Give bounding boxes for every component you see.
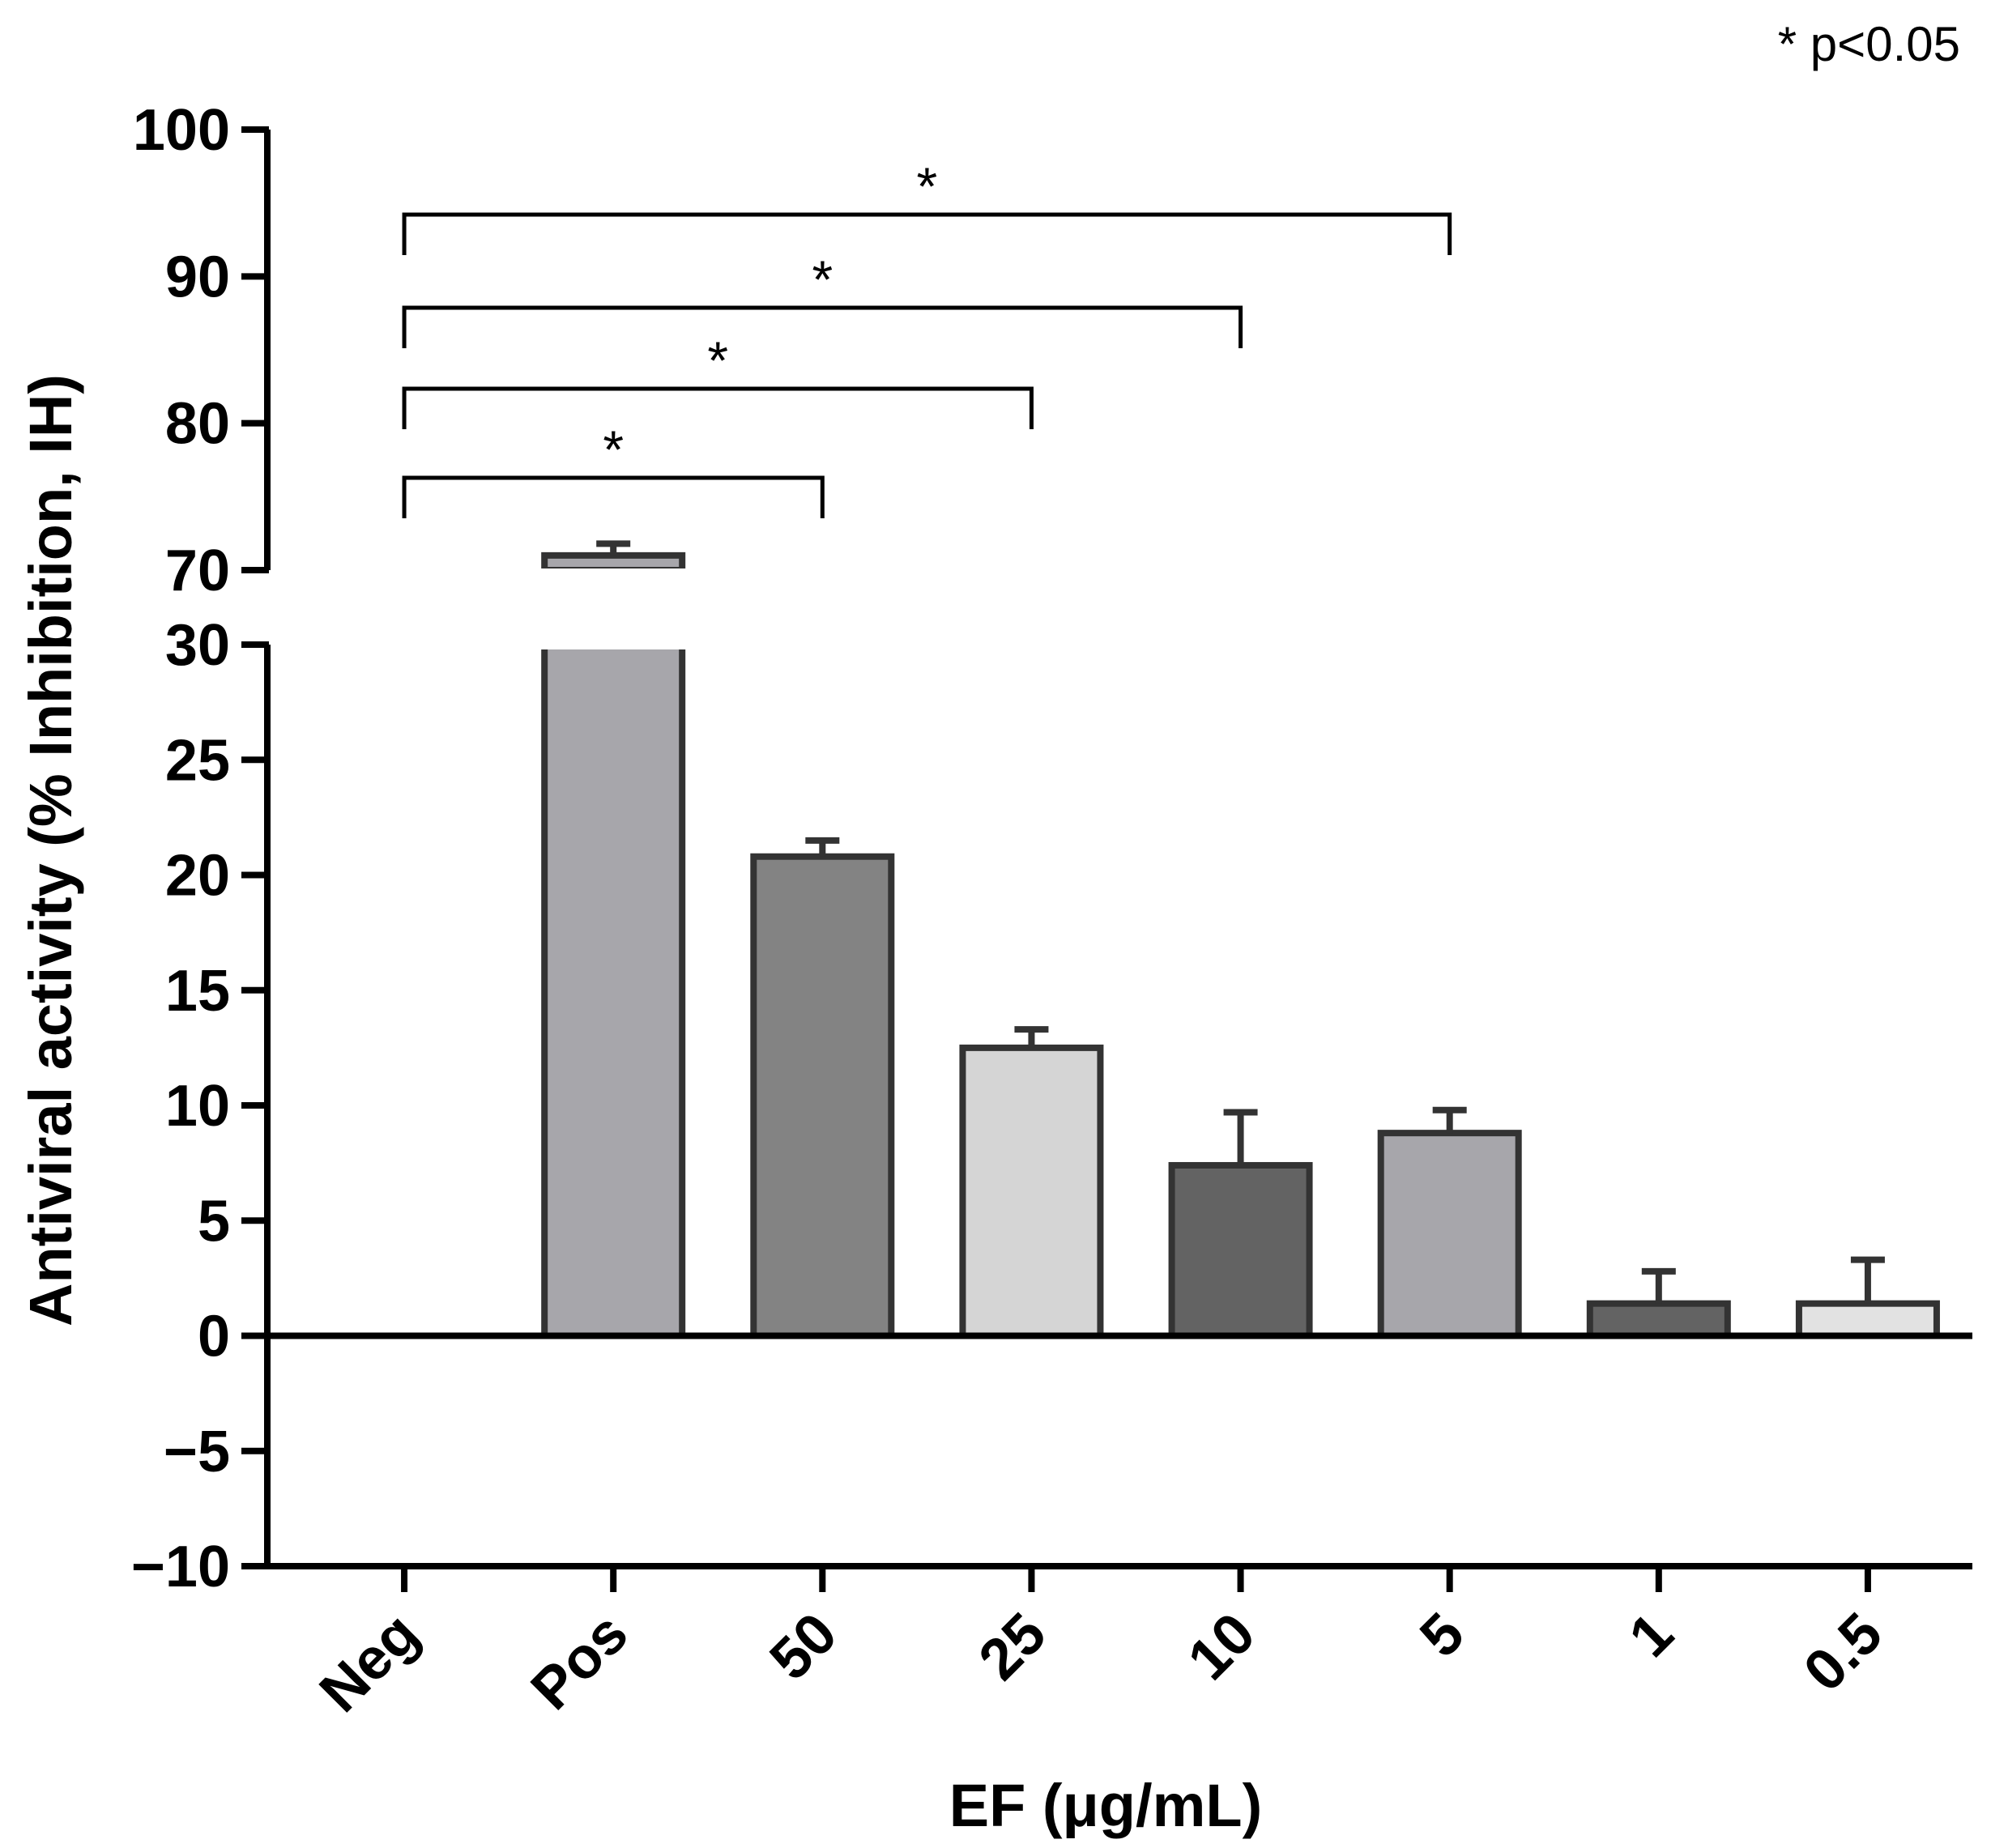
bar-Pos-lower [541,641,686,1339]
bar-50 [750,853,895,1339]
x-tick-label-5: 5 [1408,1601,1477,1670]
x-tick-label-1: 1 [1617,1601,1686,1670]
significance-brackets: * * * * [402,156,1452,518]
error-bars [596,540,1885,1304]
y-tick-label-100: 100 [133,98,230,163]
significance-star: * [603,419,624,479]
bar-0.5 [1795,1300,1940,1339]
y-tick-label-20: 20 [165,844,230,909]
significance-star: * [917,156,938,216]
y-tick-label-25: 25 [165,728,230,793]
y-tick-label-80: 80 [165,392,230,457]
error-bar-25 [1014,1026,1049,1048]
x-ticks: Neg Pos 50 25 10 5 1 0.5 [308,1566,1895,1725]
y-tick-label-0: 0 [198,1305,230,1369]
error-bar-5 [1432,1106,1467,1134]
y-tick-label-30: 30 [165,613,230,678]
y-tick-label--10: −10 [131,1535,230,1599]
bar-10 [1168,1161,1313,1339]
x-tick-label-0.5: 0.5 [1792,1601,1895,1704]
error-bar-10 [1223,1109,1258,1165]
y-tick-label-90: 90 [165,245,230,309]
significance-star: * [707,330,728,390]
bars [539,551,1940,1339]
error-bar-Pos [596,540,631,556]
significance-star: * [812,249,833,309]
axes: −10 −5 0 5 10 15 20 25 30 70 80 90 100 Neg Pos 50 25 10 5 1… [131,98,1972,1725]
significance-bracket-Neg-25: * [402,330,1034,429]
error-bar-1 [1641,1267,1676,1304]
bar-25 [959,1044,1104,1339]
y-axis-title: Antiviral activity (% Inhibition, IH) [17,374,84,1326]
significance-bracket-Neg-50: * [402,419,825,518]
y-tick-label-70: 70 [165,539,230,603]
significance-note: * p<0.05 [1778,17,1960,71]
y-tick-label--5: −5 [164,1420,230,1484]
y-ticks: −10 −5 0 5 10 15 20 25 30 70 80 90 100 [131,98,269,1599]
error-bar-50 [805,837,840,857]
bar-1 [1586,1300,1731,1339]
x-tick-label-10: 10 [1176,1601,1268,1693]
significance-bracket-Neg-10: * [402,249,1243,348]
x-tick-label-Neg: Neg [308,1601,432,1725]
x-axis-title: EF (μg/mL) [949,1772,1262,1839]
error-bar-0.5 [1850,1256,1885,1304]
significance-bracket-Neg-5: * [402,156,1452,255]
axis-break-gap [539,568,688,649]
x-tick-label-Pos: Pos [519,1601,641,1722]
y-tick-label-10: 10 [165,1074,230,1139]
y-tick-label-15: 15 [165,959,230,1024]
bar-5 [1377,1130,1522,1339]
y-tick-label-5: 5 [198,1189,230,1254]
bar-Pos-upper [541,551,686,573]
x-tick-label-25: 25 [967,1601,1059,1693]
x-tick-label-50: 50 [757,1601,849,1693]
